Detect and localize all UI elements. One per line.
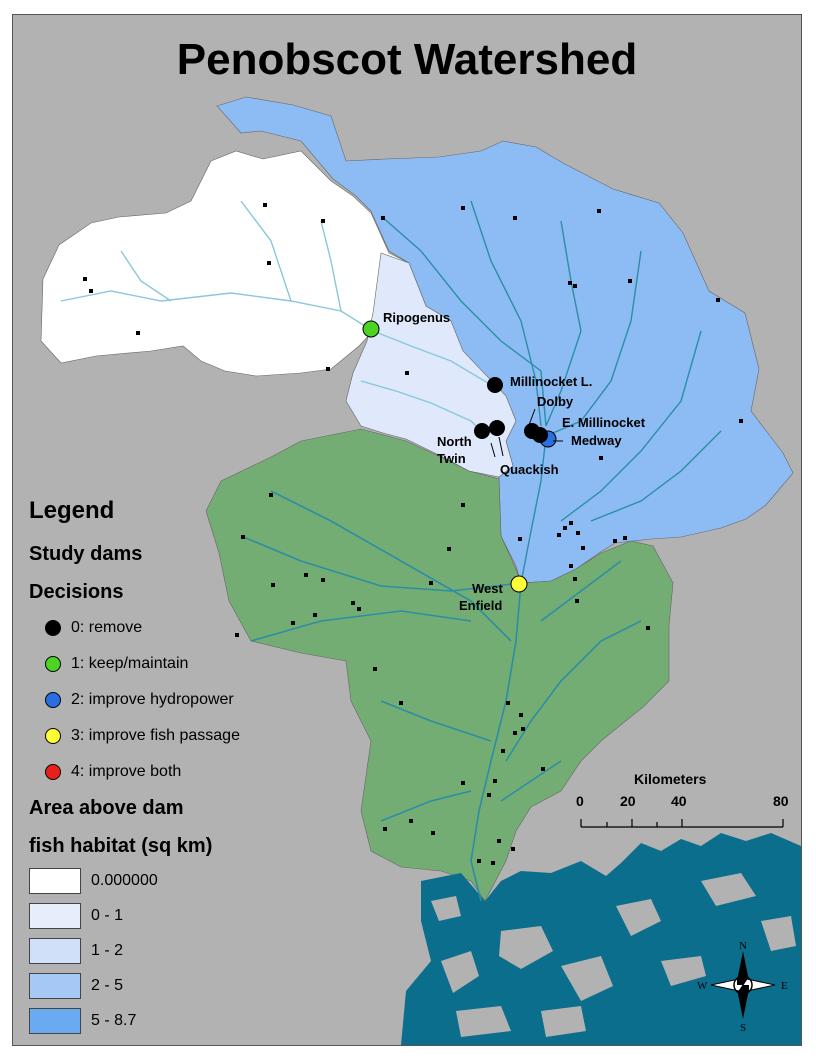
decision-2-label: 2: improve hydropower — [71, 691, 234, 708]
dam-ripogenus[interactable] — [362, 320, 380, 338]
decision-2-swatch — [45, 692, 61, 708]
legend-area-subtitle: fish habitat (sq km) — [29, 835, 213, 857]
legend-area-1: 0 - 1 — [29, 902, 123, 930]
legend-decisions: Decisions — [29, 581, 124, 603]
area-0-swatch — [29, 868, 81, 894]
compass-w: W — [697, 980, 708, 992]
islands — [431, 873, 796, 1037]
decision-3-label: 3: improve fish passage — [71, 727, 240, 744]
scale-title: Kilometers — [634, 771, 707, 787]
legend-decision-4: 4: improve both — [31, 760, 181, 784]
legend-area-0: 0.000000 — [29, 867, 158, 895]
label-twin: Twin — [437, 451, 466, 466]
scale-tick-40: 40 — [671, 793, 687, 809]
lower-rivers — [240, 490, 642, 902]
label-north: North — [437, 434, 472, 449]
legend-decision-2: 2: improve hydropower — [31, 688, 234, 712]
decision-0-label: 0: remove — [71, 619, 143, 636]
watershed-map: Ripogenus Millinocket L. Dolby E. Millin… — [40, 96, 801, 1045]
middle-lightblue-basin — [345, 252, 517, 478]
legend-area-2: 1 - 2 — [29, 937, 123, 965]
decision-4-label: 4: improve both — [71, 763, 182, 780]
label-e-millinocket: E. Millinocket — [562, 415, 646, 430]
legend-area-3: 2 - 5 — [29, 972, 123, 1000]
leader-lines — [490, 408, 563, 458]
blue-rivers — [380, 200, 722, 584]
label-medway: Medway — [571, 433, 622, 448]
area-2-swatch — [29, 938, 81, 964]
label-quackish: Quackish — [500, 462, 559, 477]
small-dams — [83, 203, 743, 865]
legend-decision-0: 0: remove — [31, 616, 142, 640]
legend-heading: Legend — [29, 497, 115, 524]
area-1-swatch — [29, 903, 81, 929]
compass-s: S — [740, 1022, 746, 1034]
scale-bar: Kilometers 0 20 40 80 — [576, 771, 789, 828]
area-4-swatch — [29, 1008, 81, 1034]
area-0-label: 0.000000 — [91, 872, 158, 889]
ocean — [401, 833, 801, 1045]
dam-north-twin-b[interactable] — [489, 420, 505, 436]
decision-3-swatch — [45, 728, 61, 744]
area-2-label: 1 - 2 — [91, 942, 124, 959]
legend-decision-3: 3: improve fish passage — [31, 724, 240, 748]
area-3-label: 2 - 5 — [91, 977, 124, 994]
decision-1-label: 1: keep/maintain — [71, 655, 189, 672]
label-ripogenus: Ripogenus — [383, 310, 450, 325]
area-4-label: 5 - 8.7 — [91, 1012, 137, 1029]
area-1-label: 0 - 1 — [91, 907, 124, 924]
label-enfield: Enfield — [459, 598, 502, 613]
decision-4-swatch — [45, 764, 61, 780]
lower-green-basin — [205, 428, 674, 902]
label-millinocket-l: Millinocket L. — [510, 374, 592, 389]
map-title: Penobscot Watershed — [176, 35, 638, 84]
dam-e-millinocket[interactable] — [532, 427, 548, 443]
dam-north-twin-a[interactable] — [474, 423, 490, 439]
scale-tick-80: 80 — [773, 793, 789, 809]
label-dolby: Dolby — [537, 394, 574, 409]
area-3-swatch — [29, 973, 81, 999]
compass-e: E — [781, 980, 788, 992]
compass-n: N — [739, 940, 747, 952]
scale-tick-20: 20 — [620, 793, 636, 809]
dam-west-enfield[interactable] — [510, 575, 528, 593]
legend-study-dams: Study dams — [29, 543, 143, 565]
decision-0-swatch — [45, 620, 61, 636]
scale-tick-0: 0 — [576, 793, 584, 809]
map-frame: Ripogenus Millinocket L. Dolby E. Millin… — [12, 14, 802, 1046]
legend-area-title: Area above dam — [29, 797, 184, 819]
west-white-basin — [40, 150, 424, 377]
legend-decision-1: 1: keep/maintain — [31, 652, 188, 676]
label-west: West — [472, 581, 503, 596]
legend-area-4: 5 - 8.7 — [29, 1007, 136, 1035]
dam-millinocket-l[interactable] — [487, 377, 503, 393]
decision-1-swatch — [45, 656, 61, 672]
compass-rose: N S E W — [697, 940, 788, 1034]
upper-rivers — [60, 200, 494, 432]
